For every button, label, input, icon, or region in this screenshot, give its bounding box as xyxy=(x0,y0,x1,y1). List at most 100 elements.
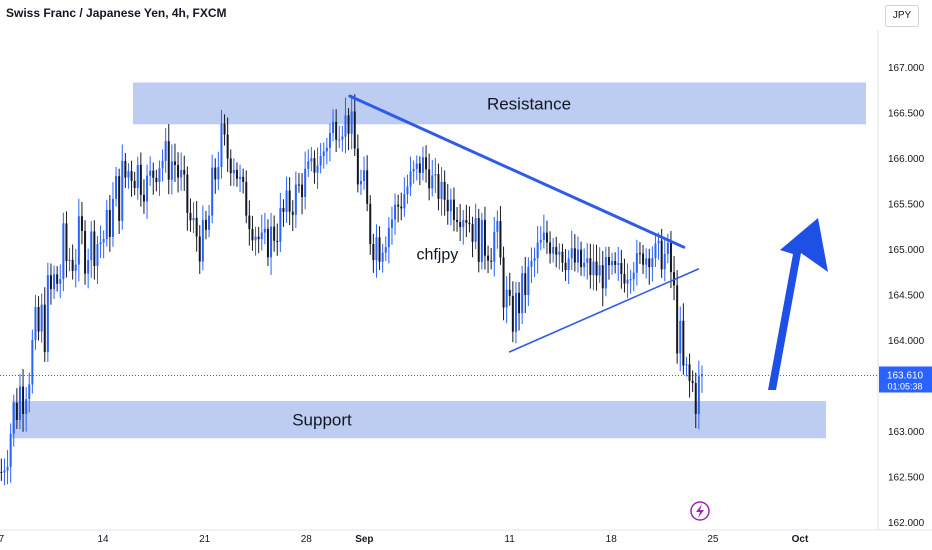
candle-body xyxy=(304,168,307,198)
resistance-zone[interactable] xyxy=(133,82,866,125)
y-tick-label: 162.500 xyxy=(888,473,925,484)
candle-body xyxy=(37,307,40,332)
candle-body xyxy=(673,272,676,286)
candle-body xyxy=(446,199,449,212)
candle-body xyxy=(697,376,700,414)
candle-body xyxy=(449,199,452,212)
candle-body xyxy=(415,163,418,169)
candle-body xyxy=(291,211,294,215)
candle-body xyxy=(412,168,415,172)
candle-body xyxy=(350,111,353,134)
candle-body xyxy=(372,243,375,261)
candle-body xyxy=(536,242,539,259)
candle-body xyxy=(592,261,595,276)
candle-body xyxy=(425,157,428,170)
x-tick-label: Oct xyxy=(792,534,809,545)
candle-body xyxy=(288,190,291,212)
candle-body xyxy=(130,171,133,181)
candle-body xyxy=(341,136,344,140)
candle-body xyxy=(3,470,6,473)
candle-body xyxy=(462,220,465,227)
candle-body xyxy=(167,141,170,180)
candle-body xyxy=(595,261,598,276)
candle-body xyxy=(65,223,68,262)
candle-body xyxy=(74,264,77,271)
candle-body xyxy=(403,194,406,209)
candle-body xyxy=(80,216,83,231)
upper-trendline[interactable] xyxy=(348,94,686,249)
candle-body xyxy=(632,272,635,280)
candle-body xyxy=(248,215,251,230)
candle-body xyxy=(34,307,37,340)
currency-button[interactable]: JPY xyxy=(885,5,919,27)
candle-body xyxy=(22,386,25,414)
candle-body xyxy=(660,240,663,270)
candle-body xyxy=(518,292,521,314)
y-tick-label: 166.500 xyxy=(888,109,925,120)
candle-body xyxy=(297,184,300,186)
lower-trendline[interactable] xyxy=(508,268,700,353)
candle-body xyxy=(208,215,211,230)
candle-body xyxy=(567,258,570,271)
candle-body xyxy=(263,228,266,233)
candle-body xyxy=(53,274,56,290)
candle-body xyxy=(648,258,651,268)
candle-body xyxy=(226,134,229,159)
candle-body xyxy=(127,171,130,178)
candle-body xyxy=(607,257,610,266)
candle-body xyxy=(68,259,71,262)
candle-body xyxy=(285,190,288,212)
candle-body xyxy=(12,402,15,434)
candle-body xyxy=(87,260,90,274)
candle-body xyxy=(617,263,620,265)
candle-body xyxy=(576,249,579,263)
candle-body xyxy=(651,258,654,268)
candle-body xyxy=(204,219,207,230)
candle-body xyxy=(229,158,232,174)
candle-body xyxy=(235,169,238,179)
candle-body xyxy=(502,257,505,308)
y-tick-label: 165.500 xyxy=(888,200,925,211)
candle-body xyxy=(155,177,158,183)
candle-body xyxy=(555,247,558,255)
candle-body xyxy=(418,163,421,173)
candle-body xyxy=(108,209,111,237)
candle-body xyxy=(428,169,431,189)
candle-body xyxy=(146,175,149,202)
candle-body xyxy=(62,223,65,280)
x-tick-label: 14 xyxy=(97,534,109,545)
candle-body xyxy=(499,221,502,258)
candle-body xyxy=(508,289,511,296)
y-tick-label: 165.000 xyxy=(888,245,925,256)
candle-body xyxy=(598,265,601,276)
candle-body xyxy=(580,249,583,268)
candle-body xyxy=(601,265,604,289)
candle-body xyxy=(242,176,245,182)
candle-body xyxy=(611,261,614,266)
candle-body xyxy=(294,184,297,215)
candle-body xyxy=(638,253,641,255)
candle-body xyxy=(43,304,46,353)
candle-body xyxy=(152,170,155,178)
candle-body xyxy=(322,151,325,157)
candle-body xyxy=(142,194,145,202)
candle-body xyxy=(332,121,335,134)
candle-body xyxy=(307,161,310,169)
x-tick-label: 21 xyxy=(199,534,211,545)
candle-body xyxy=(440,181,443,199)
candle-body xyxy=(363,170,366,181)
candle-body xyxy=(552,247,555,254)
candle-body xyxy=(328,133,331,148)
candle-body xyxy=(570,248,573,259)
x-tick-label: 7 xyxy=(0,534,5,545)
candle-body xyxy=(505,289,508,308)
candle-body xyxy=(118,176,121,221)
candle-body xyxy=(688,364,691,381)
up-arrow-icon[interactable] xyxy=(768,218,828,390)
price-tag-countdown: 01:05:38 xyxy=(887,381,922,391)
support-zone[interactable] xyxy=(12,400,826,439)
candle-body xyxy=(669,242,672,273)
candle-body xyxy=(397,204,400,207)
candle-body xyxy=(545,232,548,243)
